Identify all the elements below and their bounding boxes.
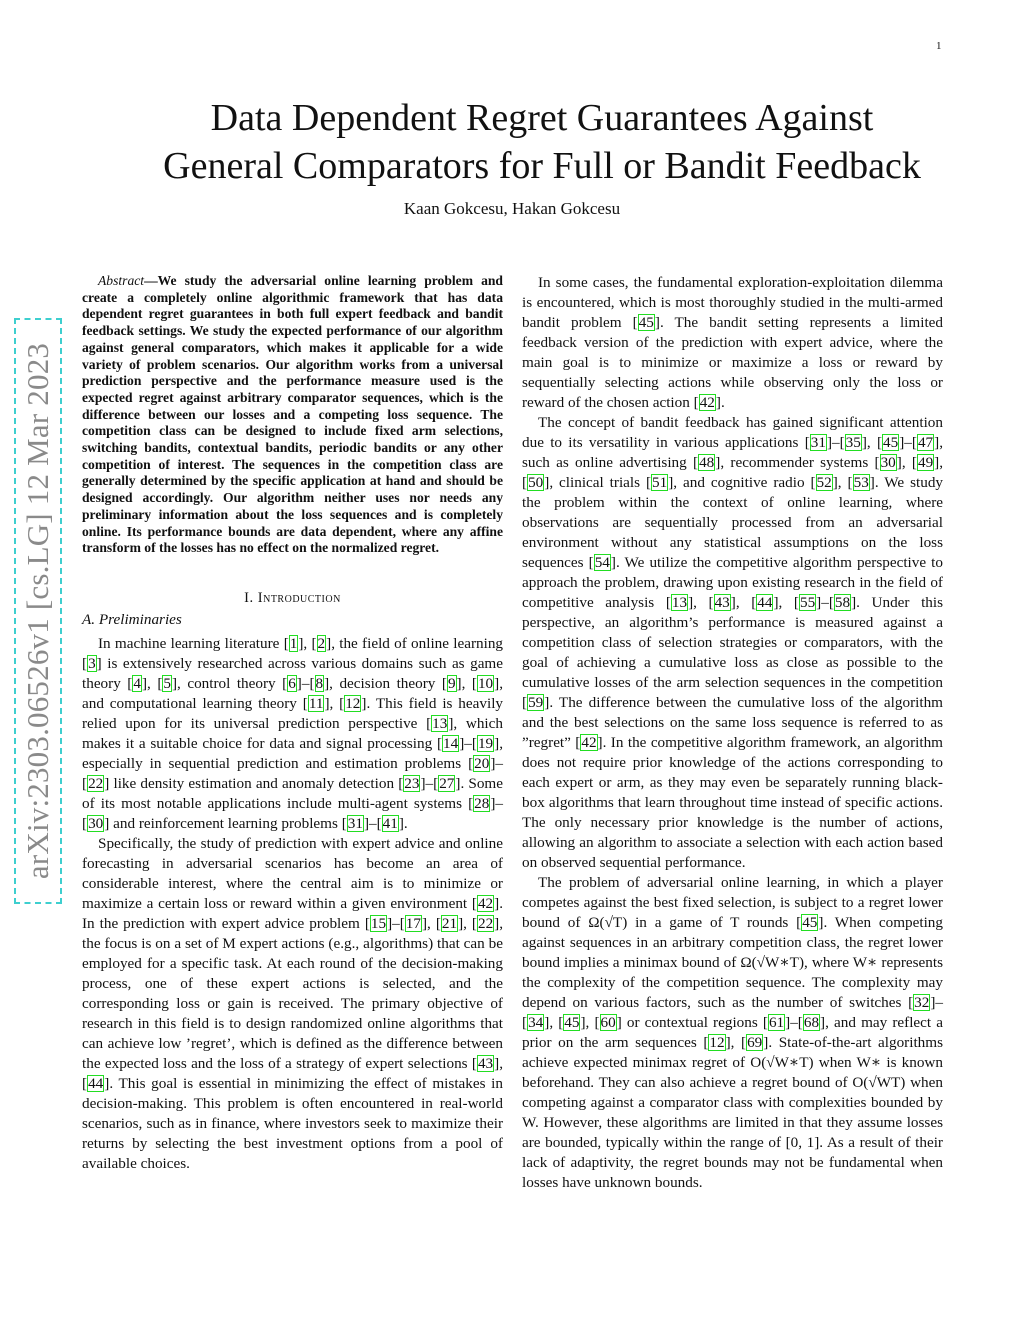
citation-link[interactable]: 13 [431,714,449,732]
citation-link[interactable]: 49 [916,454,935,471]
citation-link[interactable]: 58 [833,594,852,611]
citation-link[interactable]: 3 [87,654,97,672]
citation-link[interactable]: 31 [346,814,364,832]
left-column: Abstract—We study the adversarial online… [82,273,503,1174]
citation-link[interactable]: 2 [316,634,327,652]
citation-link[interactable]: 19 [476,734,495,752]
paragraph: The concept of bandit feedback has gaine… [522,414,944,871]
section-numeral: I. [244,589,258,606]
citation-link[interactable]: 47 [916,434,935,451]
citation-link[interactable]: 43 [713,594,731,611]
citation-link[interactable]: 27 [438,774,456,792]
right-column: In some cases, the fundamental explorati… [522,273,943,1193]
citation-link[interactable]: 41 [381,814,399,832]
citation-link[interactable]: 35 [844,434,862,451]
title-line-1: Data Dependent Regret Guarantees Against [210,97,874,139]
citation-link[interactable]: 6 [287,674,297,692]
citation-link[interactable]: 12 [708,1034,726,1051]
citation-link[interactable]: 34 [527,1014,545,1031]
citation-link[interactable]: 8 [314,674,325,692]
citation-link[interactable]: 11 [307,694,325,712]
citation-link[interactable]: 1 [288,634,299,652]
citation-link[interactable]: 44 [756,594,774,611]
citation-link[interactable]: 10 [476,674,495,692]
citation-link[interactable]: 14 [442,734,460,752]
citation-link[interactable]: 12 [344,694,362,712]
paragraph: Specifically, the study of prediction wi… [82,834,504,1172]
paragraph: In machine learning literature [1], [2],… [82,634,504,832]
citation-link[interactable]: 45 [882,434,900,451]
abstract: Abstract—We study the adversarial online… [82,273,503,557]
abstract-label: Abstract [98,273,145,288]
paper-title: Data Dependent Regret Guarantees Against… [60,94,1024,190]
citation-link[interactable]: 23 [403,774,421,792]
citation-link[interactable]: 42 [476,894,495,912]
citation-link[interactable]: 4 [132,674,142,692]
abstract-text: —We study the adversarial online learnin… [82,273,503,556]
subsection-heading: A. Preliminaries [82,610,182,628]
citation-link[interactable]: 61 [767,1014,786,1031]
citation-link[interactable]: 50 [527,474,545,491]
paragraph: In some cases, the fundamental explorati… [522,274,943,411]
citation-link[interactable]: 51 [651,474,669,491]
citation-link[interactable]: 13 [670,594,689,611]
citation-link[interactable]: 21 [440,914,459,932]
citation-link[interactable]: 48 [698,454,716,471]
citation-link[interactable]: 31 [809,434,827,451]
citation-link[interactable]: 9 [446,674,457,692]
section-title: Introduction [257,589,341,606]
citation-link[interactable]: 45 [563,1014,581,1031]
citation-link[interactable]: 60 [599,1014,617,1031]
citation-link[interactable]: 42 [580,734,598,751]
citation-link[interactable]: 30 [879,454,897,471]
citation-link[interactable]: 54 [593,554,611,571]
citation-link[interactable]: 20 [473,754,491,772]
citation-link[interactable]: 5 [162,674,172,692]
page-number: 1 [936,40,942,52]
citation-link[interactable]: 30 [87,814,105,832]
arxiv-stamp-text: arXiv:2303.06526v1 [cs.LG] 12 Mar 2023 [20,342,55,880]
arxiv-stamp[interactable]: arXiv:2303.06526v1 [cs.LG] 12 Mar 2023 [14,318,62,904]
citation-link[interactable]: 32 [913,994,931,1011]
citation-link[interactable]: 68 [802,1014,821,1031]
citation-link[interactable]: 59 [527,694,545,711]
citation-link[interactable]: 22 [87,774,105,792]
citation-link[interactable]: 17 [404,914,422,932]
citation-link[interactable]: 53 [852,474,870,491]
citation-link[interactable]: 28 [473,794,491,812]
citation-link[interactable]: 52 [815,474,833,491]
citation-link[interactable]: 45 [637,314,655,331]
citation-link[interactable]: 43 [476,1054,495,1072]
citation-link[interactable]: 45 [801,914,819,931]
citation-link[interactable]: 69 [746,1034,764,1051]
title-line-2: General Comparators for Full or Bandit F… [163,145,921,187]
section-heading: I. Introduction [82,588,503,608]
citation-link[interactable]: 44 [87,1074,105,1092]
citation-link[interactable]: 55 [798,594,817,611]
citation-link[interactable]: 15 [369,914,388,932]
citation-link[interactable]: 22 [476,914,495,932]
authors: Kaan Gokcesu, Hakan Gokcesu [403,199,621,218]
citation-link[interactable]: 42 [698,394,716,411]
paragraph: The problem of adversarial online learni… [522,874,943,1191]
